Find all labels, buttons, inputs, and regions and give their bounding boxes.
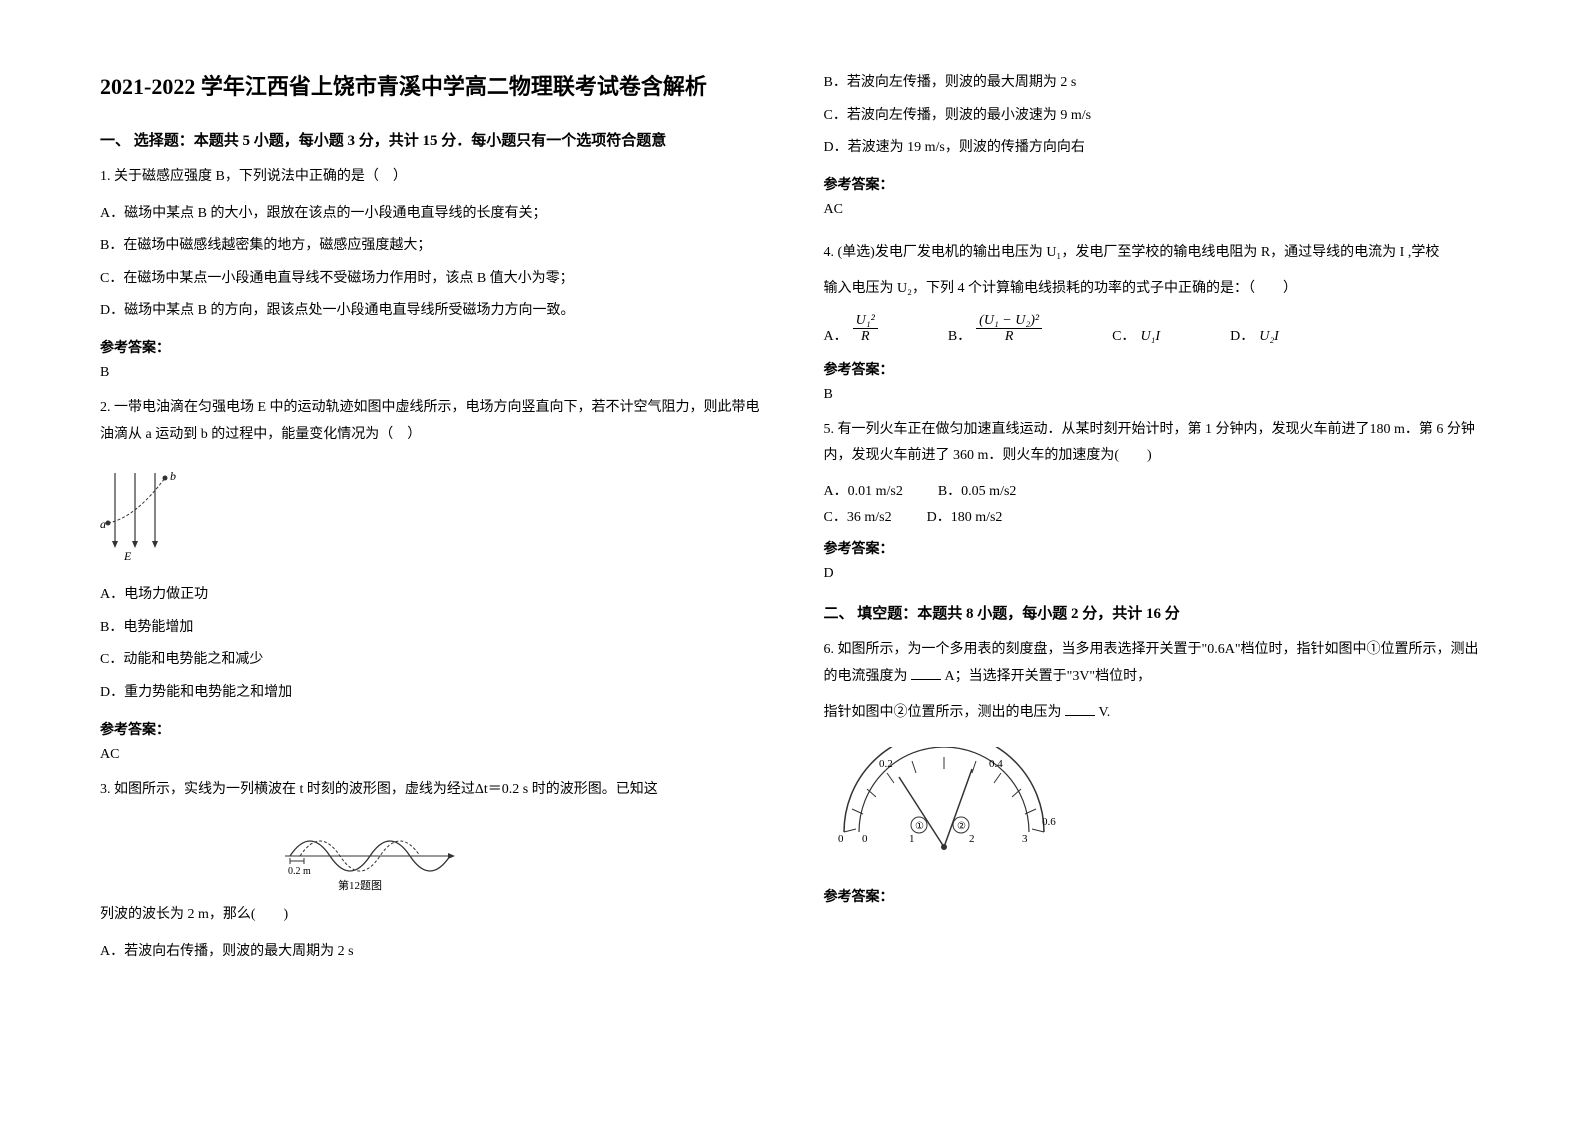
q5-answer: D bbox=[824, 566, 1488, 582]
q2-opt-c: C．动能和电势能之和减少 bbox=[100, 647, 764, 674]
dial-06: 0.6 bbox=[1042, 816, 1056, 828]
q4-text: 4. (单选)发电厂发电机的输出电压为 U₁，发电厂至学校的输电线电阻为 R，通… bbox=[824, 240, 1488, 267]
q1-opt-d: D．磁场中某点 B 的方向，跟该点处一小段通电直导线所受磁场力方向一致。 bbox=[100, 298, 764, 325]
section-1-header: 一、 选择题：本题共 5 小题，每小题 3 分，共计 15 分．每小题只有一个选… bbox=[100, 129, 764, 150]
q6-figure: 0 0.2 0.4 0.6 0 1 2 3 ① ② bbox=[824, 747, 1488, 862]
left-column: 2021-2022 学年江西省上饶市青溪中学高二物理联考试卷含解析 一、 选择题… bbox=[100, 70, 764, 1052]
q2-answer: AC bbox=[100, 747, 764, 763]
section-2-header: 二、 填空题：本题共 8 小题，每小题 2 分，共计 16 分 bbox=[824, 602, 1488, 623]
q5-opts-row2: C．36 m/s2 D．180 m/s2 bbox=[824, 506, 1488, 526]
q5-answer-label: 参考答案： bbox=[824, 538, 1488, 558]
q1-opt-c: C．在磁场中某点一小段通电直导线不受磁场力作用时，该点 B 值大小为零； bbox=[100, 266, 764, 293]
q3-caption: 第12题图 bbox=[338, 878, 382, 891]
dial-0-top: 0 bbox=[838, 833, 844, 845]
q6-text2: 指针如图中②位置所示，测出的电压为 V. bbox=[824, 700, 1488, 727]
q5-opt-b: B．0.05 m/s2 bbox=[938, 480, 1017, 500]
q4-options-row: A． U₁² R B． (U₁ − U₂)² R C． U₁I D． U₂I bbox=[824, 313, 1488, 345]
q4-opt-b: B． (U₁ − U₂)² R bbox=[948, 313, 1042, 345]
q2-label-a: a bbox=[100, 517, 106, 531]
q5-opt-a: A．0.01 m/s2 bbox=[824, 480, 903, 500]
right-column: B．若波向左传播，则波的最大周期为 2 s C．若波向左传播，则波的最小波速为 … bbox=[824, 70, 1488, 1052]
q4-answer: B bbox=[824, 387, 1488, 403]
dial-04: 0.4 bbox=[989, 758, 1003, 770]
dial-s1: 1 bbox=[909, 833, 915, 845]
q3-xlabel: 0.2 m bbox=[288, 866, 311, 877]
q2-label-b: b bbox=[170, 469, 176, 483]
q2-text: 2. 一带电油滴在匀强电场 E 中的运动轨迹如图中虚线所示，电场方向竖直向下，若… bbox=[100, 395, 764, 448]
q2-opt-b: B．电势能增加 bbox=[100, 615, 764, 642]
q2-answer-label: 参考答案： bbox=[100, 719, 764, 739]
q1-answer: B bbox=[100, 365, 764, 381]
dial-02: 0.2 bbox=[879, 758, 893, 770]
exam-title: 2021-2022 学年江西省上饶市青溪中学高二物理联考试卷含解析 bbox=[100, 70, 764, 103]
q2-figure: a b E bbox=[100, 468, 764, 568]
q3-opt-d: D．若波速为 19 m/s，则波的传播方向向右 bbox=[824, 135, 1488, 162]
q2-label-e: E bbox=[123, 549, 132, 563]
dial-p2: ② bbox=[957, 821, 966, 832]
q3-answer-label: 参考答案： bbox=[824, 174, 1488, 194]
q5-opt-c: C．36 m/s2 bbox=[824, 506, 892, 526]
q5-opt-d: D．180 m/s2 bbox=[927, 506, 1003, 526]
q3-opt-a: A．若波向右传播，则波的最大周期为 2 s bbox=[100, 939, 764, 966]
dial-s2: 2 bbox=[969, 833, 975, 845]
q4-text2: 输入电压为 U₂，下列 4 个计算输电线损耗的功率的式子中正确的是：（ ） bbox=[824, 276, 1488, 303]
dial-s3: 3 bbox=[1022, 833, 1028, 845]
q4-opt-c: C． U₁I bbox=[1112, 325, 1160, 345]
q6-text: 6. 如图所示，为一个多用表的刻度盘，当多用表选择开关置于"0.6A"档位时，指… bbox=[824, 637, 1488, 690]
q4-opt-d: D． U₂I bbox=[1230, 325, 1279, 345]
q3-opt-b: B．若波向左传播，则波的最大周期为 2 s bbox=[824, 70, 1488, 97]
q5-opts-row1: A．0.01 m/s2 B．0.05 m/s2 bbox=[824, 480, 1488, 500]
q1-opt-a: A．磁场中某点 B 的大小，跟放在该点的一小段通电直导线的长度有关； bbox=[100, 201, 764, 228]
q5-text: 5. 有一列火车正在做匀加速直线运动．从某时刻开始计时，第 1 分钟内，发现火车… bbox=[824, 417, 1488, 470]
q3-answer: AC bbox=[824, 202, 1488, 218]
q6-answer-label: 参考答案： bbox=[824, 886, 1488, 906]
dial-s0: 0 bbox=[862, 833, 868, 845]
q4-opt-a: A． U₁² R bbox=[824, 313, 878, 345]
q3-text: 3. 如图所示，实线为一列横波在 t 时刻的波形图，虚线为经过Δt＝0.2 s … bbox=[100, 777, 764, 804]
q1-text: 1. 关于磁感应强度 B，下列说法中正确的是（ ） bbox=[100, 164, 764, 191]
dial-p1: ① bbox=[915, 821, 924, 832]
q1-opt-b: B．在磁场中磁感线越密集的地方，磁感应强度越大； bbox=[100, 233, 764, 260]
q2-opt-d: D．重力势能和电势能之和增加 bbox=[100, 680, 764, 707]
q2-opt-a: A．电场力做正功 bbox=[100, 582, 764, 609]
q3-opt-c: C．若波向左传播，则波的最小波速为 9 m/s bbox=[824, 103, 1488, 130]
q4-answer-label: 参考答案： bbox=[824, 359, 1488, 379]
q3-figure: 0.2 m 第12题图 bbox=[280, 821, 764, 896]
q3-text2: 列波的波长为 2 m，那么( ) bbox=[100, 902, 764, 929]
q1-answer-label: 参考答案： bbox=[100, 337, 764, 357]
